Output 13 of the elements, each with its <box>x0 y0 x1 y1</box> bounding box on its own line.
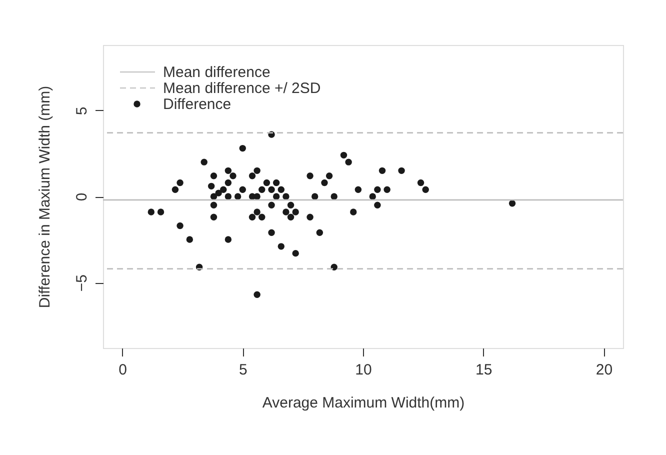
x-tick-label: 10 <box>355 362 372 378</box>
x-tick-label: 5 <box>238 362 248 378</box>
y-tick-label: −5 <box>74 274 90 292</box>
x-tick-label: 15 <box>476 362 492 378</box>
legend-label: Mean difference +/ 2SD <box>163 80 321 97</box>
y-tick-label: 5 <box>74 106 90 116</box>
x-tick-label: 20 <box>596 362 613 378</box>
legend-label: Mean difference <box>163 64 270 81</box>
y-axis-title: Difference in Maxium Width (mm) <box>36 86 54 308</box>
x-axis-title: Average Maximum Width(mm) <box>262 394 465 412</box>
x-tick-label: 0 <box>118 362 127 378</box>
legend-label: Difference <box>163 96 232 113</box>
y-tick-label: 0 <box>74 192 90 202</box>
